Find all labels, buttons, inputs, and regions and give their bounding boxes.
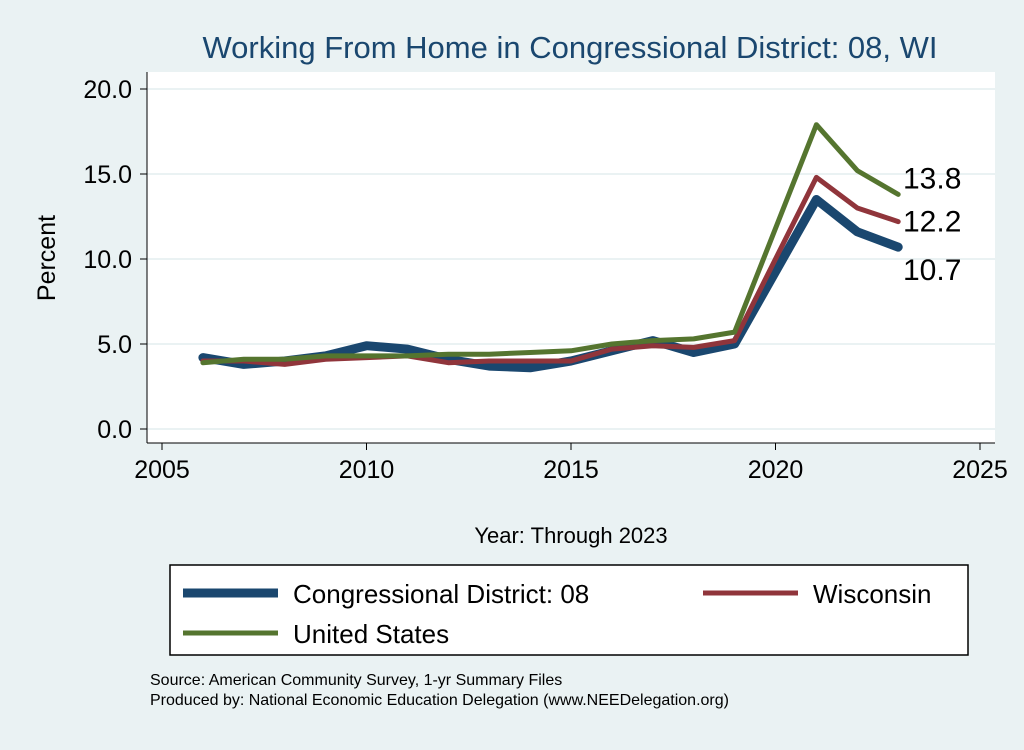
produced-by-note: Produced by: National Economic Education… [150,692,729,709]
legend-label: Congressional District: 08 [293,579,589,609]
x-tick-label: 2010 [339,456,395,484]
legend: Congressional District: 08 Wisconsin Unite… [169,564,969,656]
y-tick-label: 10.0 [83,246,132,274]
legend-label: United States [293,619,449,649]
plot-area [147,72,995,443]
legend-label: Wisconsin [813,579,931,609]
y-tick-label: 5.0 [97,331,132,359]
y-tick-label: 20.0 [83,76,132,104]
end-label: 12.2 [903,206,961,239]
source-note: Source: American Community Survey, 1-yr … [150,672,563,689]
x-tick-label: 2025 [952,456,1008,484]
series-line-2 [200,122,901,366]
chart-title: Working From Home in Congressional Distr… [202,30,937,65]
x-axis-label: Year: Through 2023 [474,523,667,548]
series-line-1 [200,174,901,367]
end-label: 13.8 [903,162,961,195]
y-axis-label: Percent [33,215,61,301]
end-label: 10.7 [903,254,961,287]
y-tick-label: 0.0 [97,416,132,444]
x-tick-label: 2005 [134,456,190,484]
y-tick-label: 15.0 [83,161,132,189]
x-tick-label: 2015 [543,456,599,484]
x-tick-label: 2020 [748,456,804,484]
